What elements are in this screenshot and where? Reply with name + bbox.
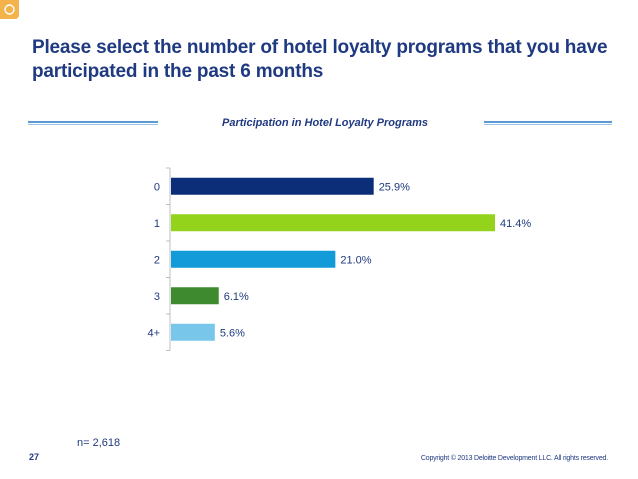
page-number: 27 [29, 452, 40, 462]
category-label: 4+ [147, 327, 160, 339]
category-label: 2 [154, 254, 160, 266]
data-label: 25.9% [379, 181, 410, 193]
category-label: 0 [154, 181, 160, 193]
data-label: 6.1% [224, 291, 249, 303]
bar-4+ [171, 323, 215, 341]
category-label: 3 [154, 291, 160, 303]
sample-size-note: n= 2,618 [77, 437, 121, 449]
data-label: 41.4% [500, 218, 531, 230]
bar-1 [171, 214, 495, 232]
right-divider [484, 121, 612, 125]
page-title: Please select the number of hotel loyalt… [32, 37, 608, 82]
left-divider [28, 121, 158, 125]
data-label: 21.0% [340, 254, 371, 266]
chart-title: Participation in Hotel Loyalty Programs [222, 117, 428, 129]
bar-0 [171, 177, 374, 195]
bar-2 [171, 250, 336, 268]
brand-logo-icon [0, 0, 19, 19]
copyright-notice: Copyright © 2013 Deloitte Development LL… [420, 455, 608, 462]
data-label: 5.6% [220, 327, 245, 339]
category-label: 1 [154, 218, 160, 230]
bar-3 [171, 287, 219, 305]
